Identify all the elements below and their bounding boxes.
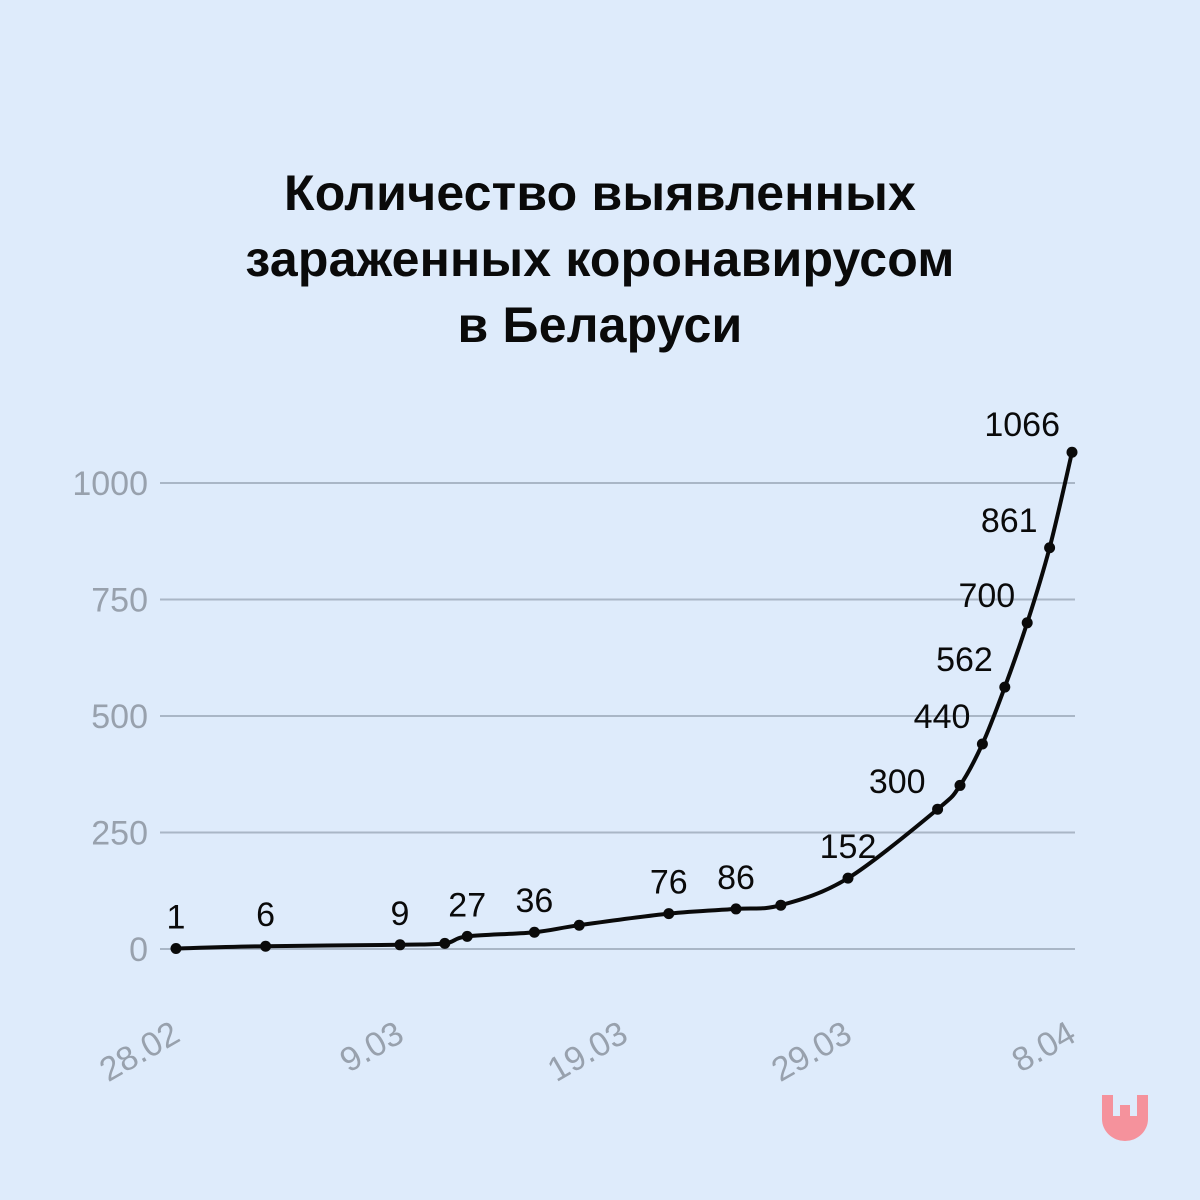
data-point [999, 681, 1011, 693]
data-label: 700 [958, 577, 1015, 615]
series-line [174, 450, 1074, 951]
data-point [260, 940, 272, 952]
data-point [976, 738, 988, 750]
chart-title: Количество выявленных зараженных коронав… [0, 160, 1200, 358]
data-labels: 1 6 9 27 36 76 86 152 300 440 562 700 861 1066 [167, 406, 1060, 936]
data-point [775, 899, 787, 911]
y-tick-label: 750 [91, 582, 148, 620]
x-tick-label: 8.04 [1006, 1014, 1082, 1080]
data-label: 1066 [984, 406, 1060, 444]
chart-title-line-1: Количество выявленных [283, 165, 916, 221]
x-tick-label: 28.02 [93, 1014, 186, 1089]
data-label: 36 [515, 882, 553, 920]
data-label: 440 [914, 698, 971, 736]
data-point [528, 926, 540, 938]
y-tick-labels: 0 250 500 750 1000 [72, 465, 148, 969]
x-tick-label: 19.03 [541, 1014, 634, 1089]
data-point [461, 930, 473, 942]
data-point [1044, 542, 1056, 554]
data-label: 86 [717, 859, 755, 897]
data-label: 9 [391, 895, 410, 933]
y-tick-label: 1000 [72, 465, 148, 503]
chart-title-line-3: в Беларуси [457, 297, 743, 353]
data-point [1021, 617, 1033, 629]
data-points [170, 446, 1078, 955]
x-tick-label: 9.03 [334, 1014, 410, 1080]
data-label: 152 [820, 828, 877, 866]
data-point [170, 943, 182, 955]
x-tick-labels: 28.02 9.03 19.03 29.03 8.04 [93, 1014, 1082, 1089]
data-point [932, 803, 944, 815]
data-point [730, 903, 742, 915]
data-point [663, 908, 675, 920]
y-tick-label: 0 [129, 931, 148, 969]
grid-lines [160, 482, 1075, 950]
y-tick-label: 250 [91, 815, 148, 853]
x-tick-label: 29.03 [765, 1014, 858, 1089]
data-point [954, 779, 966, 791]
data-label: 6 [256, 896, 275, 934]
chart-title-line-2: зараженных коронавирусом [245, 231, 955, 287]
data-label: 300 [869, 763, 926, 801]
data-point [842, 872, 854, 884]
data-label: 562 [936, 641, 993, 679]
data-label: 27 [448, 886, 486, 924]
data-point [394, 939, 406, 951]
data-point [439, 937, 451, 949]
data-point [573, 919, 585, 931]
down-arrow-shield-logo [1102, 1095, 1148, 1141]
data-label: 861 [981, 502, 1038, 540]
data-label: 76 [650, 864, 688, 902]
y-tick-label: 500 [91, 698, 148, 736]
data-label: 1 [167, 899, 186, 937]
data-point [1066, 446, 1078, 458]
